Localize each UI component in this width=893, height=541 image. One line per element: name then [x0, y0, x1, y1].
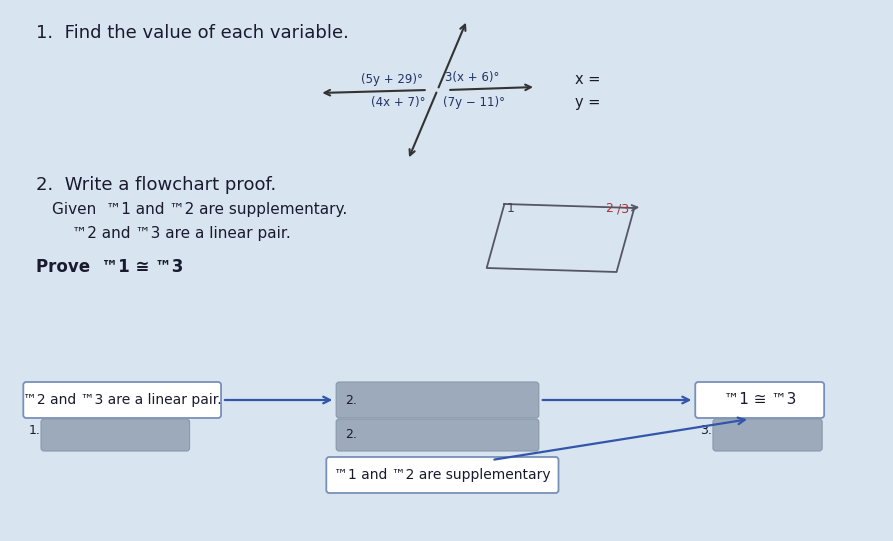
Text: y =: y = [575, 95, 601, 109]
FancyBboxPatch shape [713, 419, 822, 451]
Text: 2.: 2. [345, 428, 357, 441]
Text: Given  ™1 and ™2 are supplementary.: Given ™1 and ™2 are supplementary. [52, 202, 347, 217]
Text: 1.: 1. [29, 424, 40, 437]
Text: x =: x = [575, 72, 601, 88]
Text: (5y + 29)°: (5y + 29)° [361, 73, 422, 86]
FancyBboxPatch shape [336, 382, 538, 418]
Text: 1.  Find the value of each variable.: 1. Find the value of each variable. [36, 24, 349, 42]
FancyBboxPatch shape [23, 382, 221, 418]
Text: /3: /3 [616, 202, 629, 215]
FancyBboxPatch shape [336, 419, 538, 451]
Text: ™2 and ™3 are a linear pair.: ™2 and ™3 are a linear pair. [23, 393, 221, 407]
Text: ™1 ≅ ™3: ™1 ≅ ™3 [723, 393, 796, 407]
FancyBboxPatch shape [696, 382, 824, 418]
Text: Prove  ™1 ≅ ™3: Prove ™1 ≅ ™3 [36, 258, 183, 276]
Text: ™2 and ™3 are a linear pair.: ™2 and ™3 are a linear pair. [71, 226, 290, 241]
Text: 3.: 3. [700, 424, 712, 437]
FancyBboxPatch shape [41, 419, 189, 451]
Text: ™1 and ™2 are supplementary: ™1 and ™2 are supplementary [334, 468, 551, 482]
FancyBboxPatch shape [326, 457, 558, 493]
Text: 3(x + 6)°: 3(x + 6)° [446, 71, 500, 84]
Text: 2.  Write a flowchart proof.: 2. Write a flowchart proof. [36, 176, 276, 194]
Text: (4x + 7)°: (4x + 7)° [371, 96, 426, 109]
Text: 2: 2 [605, 202, 613, 215]
Text: 2.: 2. [345, 393, 357, 406]
Text: 1: 1 [506, 202, 514, 215]
Text: (7y − 11)°: (7y − 11)° [444, 96, 505, 109]
